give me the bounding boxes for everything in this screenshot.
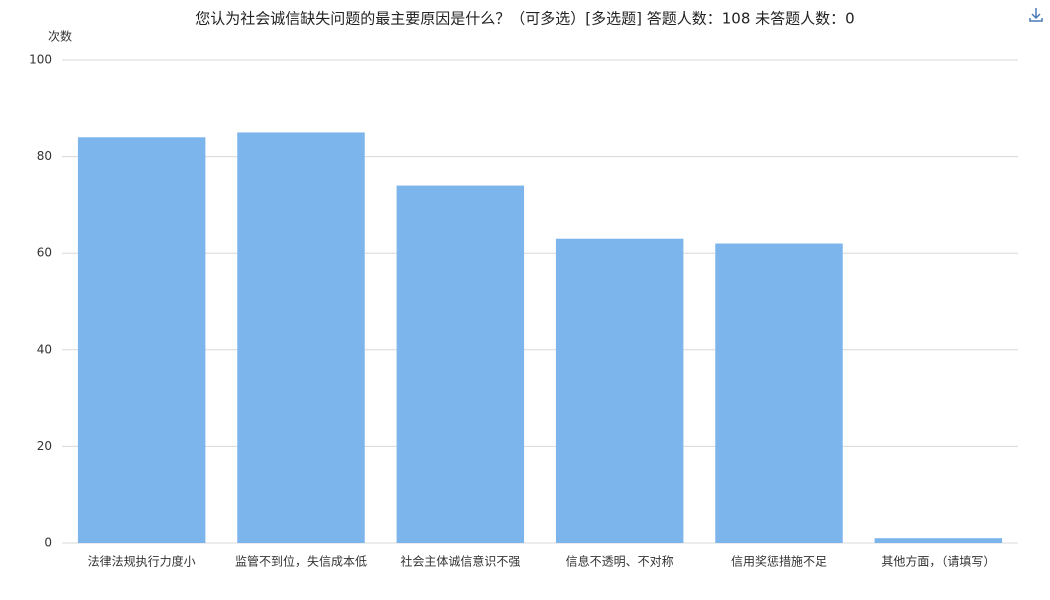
y-tick-label: 100	[29, 53, 52, 67]
bar	[715, 243, 843, 544]
bar	[874, 538, 1003, 543]
x-tick-label: 其他方面，（请填写）	[881, 554, 995, 569]
y-tick-label: 80	[37, 149, 52, 163]
bar	[77, 137, 206, 543]
x-tick-label: 监管不到位，失信成本低	[235, 554, 367, 569]
y-tick-label: 20	[37, 439, 52, 453]
x-tick-label: 社会主体诚信意识不强	[400, 554, 520, 569]
chart-title: 您认为社会诚信缺失问题的最主要原因是什么？（可多选）[多选题] 答题人数：108…	[195, 10, 854, 28]
x-tick-label: 法律法规执行力度小	[88, 554, 196, 569]
y-axis-label: 次数	[48, 29, 72, 44]
download-icon[interactable]	[1029, 8, 1043, 22]
y-tick-label: 60	[37, 246, 52, 260]
x-tick-label: 信用奖惩措施不足	[731, 555, 827, 569]
bar	[555, 238, 684, 543]
bar	[237, 132, 365, 543]
x-tick-label: 信息不透明、不对称	[566, 554, 674, 569]
y-tick-label: 40	[37, 342, 52, 356]
y-tick-label: 0	[44, 536, 52, 550]
bar	[396, 185, 525, 543]
